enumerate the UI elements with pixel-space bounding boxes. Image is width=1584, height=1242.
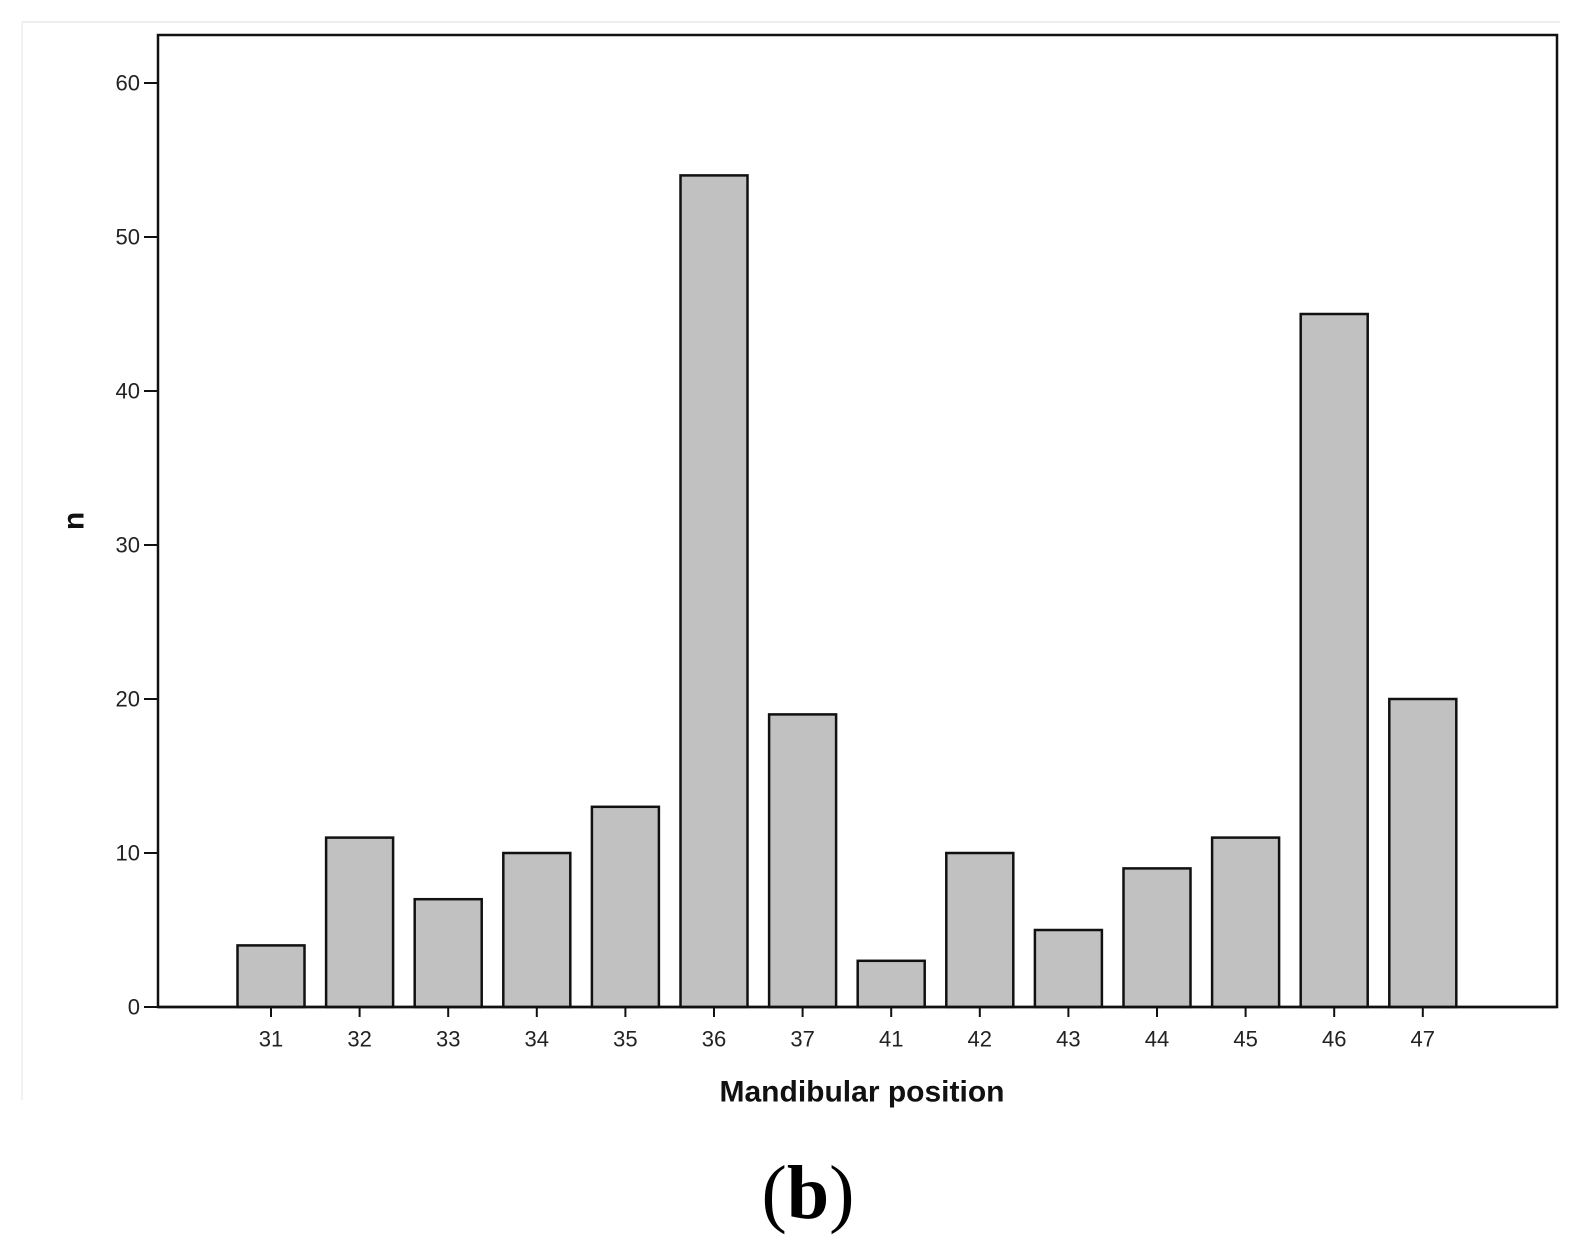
y-axis-title: n [58, 512, 91, 530]
y-tick-label: 40 [116, 379, 140, 404]
y-axis: 0 10 20 30 40 50 60 [116, 71, 158, 1020]
x-tick-label: 45 [1233, 1027, 1257, 1052]
bar-34 [502, 851, 572, 1009]
bar-46 [1299, 312, 1369, 1009]
bar-43 [1033, 928, 1104, 1009]
x-tick-label: 41 [879, 1027, 903, 1052]
x-axis-title: Mandibular position [720, 1076, 1005, 1109]
bar-31 [236, 944, 306, 1009]
x-tick-label: 35 [613, 1027, 637, 1052]
y-tick-label: 20 [116, 687, 140, 712]
x-tick-label: 34 [525, 1027, 549, 1052]
bar-45 [1210, 836, 1281, 1009]
panel-label-open-paren: ( [762, 1151, 787, 1235]
x-tick-label: 43 [1056, 1027, 1080, 1052]
bar-32 [324, 836, 395, 1009]
bar-36 [679, 174, 749, 1009]
y-tick-label: 0 [128, 995, 140, 1020]
bar-42 [945, 851, 1015, 1009]
panel-label-letter: b [787, 1151, 829, 1235]
panel-label: (b) [762, 1151, 855, 1235]
bar-47 [1388, 697, 1458, 1009]
x-tick-label: 44 [1145, 1027, 1169, 1052]
bar-41 [856, 959, 926, 1009]
bar-33 [413, 897, 483, 1009]
x-tick-label: 36 [702, 1027, 726, 1052]
x-axis: 31 32 33 34 35 36 37 41 42 43 44 45 46 47 [158, 1005, 1557, 1052]
y-tick-label: 60 [116, 71, 140, 96]
x-tick-label: 42 [968, 1027, 992, 1052]
x-tick-label: 46 [1322, 1027, 1346, 1052]
panel-label-close-paren: ) [829, 1151, 854, 1235]
bar-44 [1122, 867, 1192, 1009]
bar-series [236, 174, 1458, 1009]
x-tick-label: 33 [436, 1027, 460, 1052]
x-tick-label: 32 [347, 1027, 371, 1052]
bar-37 [767, 713, 838, 1009]
bar-35 [590, 805, 661, 1009]
x-tick-label: 31 [259, 1027, 283, 1052]
y-tick-label: 10 [116, 841, 140, 866]
x-tick-label: 37 [790, 1027, 814, 1052]
y-tick-label: 50 [116, 225, 140, 250]
y-tick-label: 30 [116, 533, 140, 558]
x-tick-label: 47 [1411, 1027, 1435, 1052]
